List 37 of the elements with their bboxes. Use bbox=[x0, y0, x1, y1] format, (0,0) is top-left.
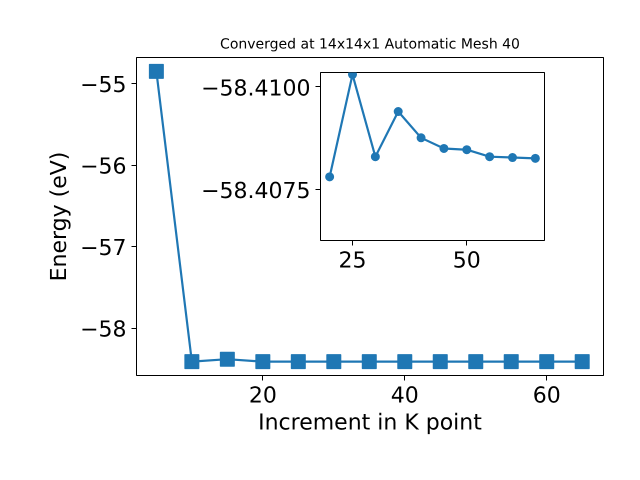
x-axis-title: Increment in K point bbox=[258, 410, 482, 436]
x-tick-label: 25 bbox=[338, 248, 367, 274]
point bbox=[539, 354, 554, 370]
point bbox=[362, 354, 377, 370]
x-tick-label: 60 bbox=[532, 384, 561, 408]
y-tick-label: −58.4100 bbox=[201, 76, 311, 102]
point bbox=[220, 352, 235, 367]
point bbox=[468, 354, 484, 370]
y-tick-label: −58.4075 bbox=[201, 179, 311, 204]
point bbox=[439, 144, 448, 153]
point bbox=[574, 354, 590, 370]
point bbox=[397, 354, 412, 370]
point bbox=[290, 354, 306, 370]
point bbox=[394, 107, 403, 116]
y-axis-title: Energy (eV) bbox=[47, 152, 72, 282]
point bbox=[432, 354, 448, 370]
point bbox=[325, 172, 334, 182]
y-tick-label: −57 bbox=[80, 236, 127, 262]
point bbox=[370, 152, 380, 162]
x-tick-label: 20 bbox=[248, 384, 277, 408]
y-tick-label: −58 bbox=[80, 318, 127, 343]
point bbox=[508, 153, 517, 162]
point bbox=[326, 354, 342, 370]
point bbox=[348, 72, 357, 80]
chart-title: Converged at 14x14x1 Automatic Mesh 40 bbox=[220, 36, 520, 52]
point bbox=[184, 354, 200, 370]
y-tick-label: −56 bbox=[80, 154, 127, 180]
point bbox=[148, 64, 164, 79]
x-tick-label: 40 bbox=[390, 384, 419, 408]
point bbox=[462, 145, 472, 154]
point bbox=[255, 354, 270, 370]
y-tick-label: −55 bbox=[80, 73, 127, 98]
point bbox=[416, 133, 426, 142]
point bbox=[504, 354, 519, 370]
x-tick-label: 50 bbox=[452, 248, 481, 274]
point bbox=[485, 152, 494, 162]
point bbox=[530, 154, 540, 163]
